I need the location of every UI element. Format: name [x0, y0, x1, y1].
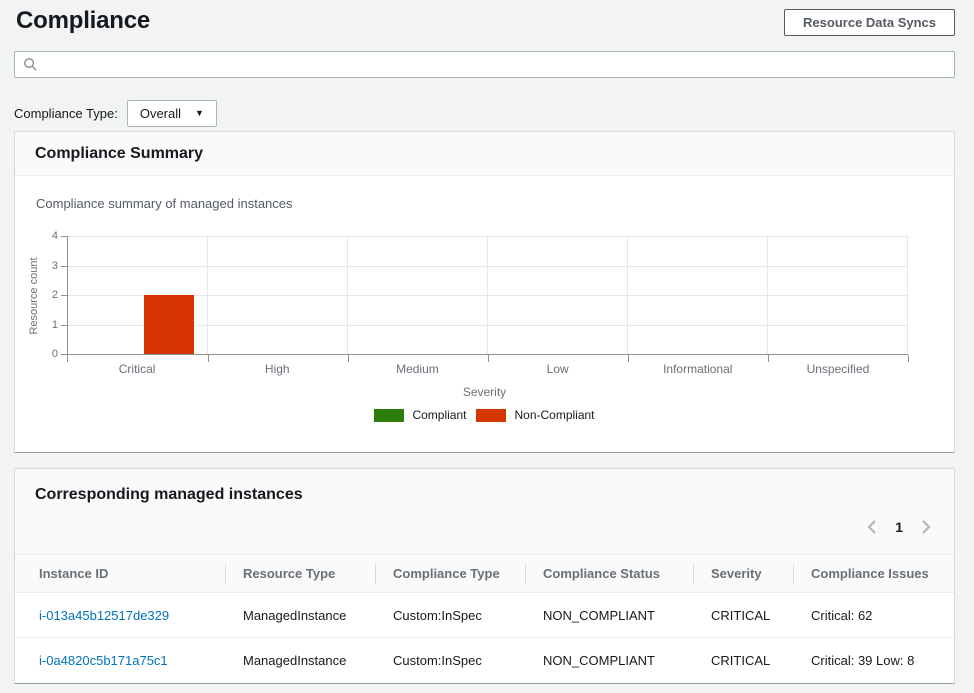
chart-subtitle: Compliance summary of managed instances: [36, 196, 293, 211]
compliance-issues-cell: Critical: 39 Low: 8: [793, 637, 954, 683]
column-header-compliance-status[interactable]: Compliance Status: [525, 554, 693, 593]
chart-column-critical: [68, 236, 208, 354]
search-input[interactable]: [14, 51, 955, 78]
severity-cell: CRITICAL: [693, 637, 793, 683]
y-axis-title: Resource count: [28, 256, 40, 335]
resource-type-cell: ManagedInstance: [225, 637, 375, 683]
compliance-type-cell: Custom:InSpec: [375, 637, 525, 683]
compliance-type-cell: Custom:InSpec: [375, 592, 525, 638]
column-header-compliance-type[interactable]: Compliance Type: [375, 554, 525, 593]
compliance-issues-cell: Critical: 62: [793, 592, 954, 638]
compliance-status-cell: NON_COMPLIANT: [525, 592, 693, 638]
x-axis-title: Severity: [462, 385, 507, 399]
legend-swatch-noncompliant: [476, 408, 507, 422]
table-row: i-0a4820c5b171a75c1 ManagedInstance Cust…: [15, 637, 954, 683]
severity-cell: CRITICAL: [693, 592, 793, 638]
managed-instances-panel: Corresponding managed instances 1 Instan…: [14, 468, 955, 684]
y-tick-1: 1: [51, 318, 58, 331]
chart-column-medium: [348, 236, 488, 354]
x-label-unspecified: Unspecified: [806, 362, 870, 376]
chart-column-low: [488, 236, 628, 354]
compliance-summary-panel: Compliance Summary Compliance summary of…: [14, 131, 955, 453]
managed-instances-table: Instance ID Resource Type Compliance Typ…: [15, 554, 954, 683]
bar-critical-noncompliant[interactable]: [144, 295, 194, 354]
column-header-instance-id[interactable]: Instance ID: [15, 554, 225, 593]
x-label-critical: Critical: [118, 362, 156, 376]
instance-id-link[interactable]: i-0a4820c5b171a75c1: [39, 652, 168, 668]
y-tick-3: 3: [51, 259, 58, 272]
legend-item-compliant: Compliant: [374, 408, 466, 422]
managed-instances-header: Corresponding managed instances 1: [15, 469, 954, 554]
chart-column-high: [208, 236, 348, 354]
page-header: Compliance Resource Data Syncs: [0, 0, 974, 36]
table-row: i-013a45b12517de329 ManagedInstance Cust…: [15, 592, 954, 638]
instance-id-link[interactable]: i-013a45b12517de329: [39, 607, 170, 623]
y-tick-2: 2: [51, 289, 58, 301]
legend-label-noncompliant: Non-Compliant: [514, 408, 595, 422]
x-label-medium: Medium: [396, 362, 439, 376]
legend-item-noncompliant: Non-Compliant: [476, 408, 595, 422]
chart-plot-area: Resource count 4 3 2 1 0: [28, 230, 909, 362]
x-label-low: Low: [546, 362, 569, 376]
next-page-icon[interactable]: [918, 518, 934, 536]
y-tick-0: 0: [51, 348, 58, 360]
compliance-type-selected: Overall: [139, 106, 182, 121]
previous-page-icon[interactable]: [864, 518, 880, 536]
legend-swatch-compliant: [374, 408, 405, 422]
compliance-type-label: Compliance Type:: [14, 106, 118, 121]
column-header-compliance-issues[interactable]: Compliance Issues: [793, 554, 954, 593]
x-label-informational: Informational: [663, 362, 733, 376]
pagination: 1: [35, 512, 934, 542]
compliance-summary-title: Compliance Summary: [35, 145, 204, 162]
page-title: Compliance: [16, 7, 151, 34]
table-header-row: Instance ID Resource Type Compliance Typ…: [15, 554, 954, 593]
resource-type-cell: ManagedInstance: [225, 592, 375, 638]
current-page-number[interactable]: 1: [895, 519, 903, 535]
x-axis-labels: Critical High Medium Low Informational U…: [67, 362, 908, 376]
compliance-type-filter: Compliance Type: Overall ▼: [14, 100, 974, 127]
chevron-down-icon: ▼: [195, 108, 204, 118]
y-tick-4: 4: [51, 230, 58, 242]
chart-legend: Compliant Non-Compliant: [15, 408, 954, 422]
x-label-high: High: [264, 362, 290, 376]
compliance-type-dropdown[interactable]: Overall ▼: [126, 100, 217, 127]
resource-data-syncs-button[interactable]: Resource Data Syncs: [784, 9, 955, 36]
column-header-resource-type[interactable]: Resource Type: [225, 554, 375, 593]
compliance-status-cell: NON_COMPLIANT: [525, 637, 693, 683]
legend-label-compliant: Compliant: [412, 408, 467, 422]
chart-column-unspecified: [768, 236, 908, 354]
managed-instances-title: Corresponding managed instances: [35, 486, 303, 503]
column-header-severity[interactable]: Severity: [693, 554, 793, 593]
compliance-chart: Compliance summary of managed instances …: [15, 176, 954, 452]
search-bar: [14, 51, 955, 78]
compliance-summary-header: Compliance Summary: [15, 132, 954, 176]
chart-column-informational: [628, 236, 768, 354]
